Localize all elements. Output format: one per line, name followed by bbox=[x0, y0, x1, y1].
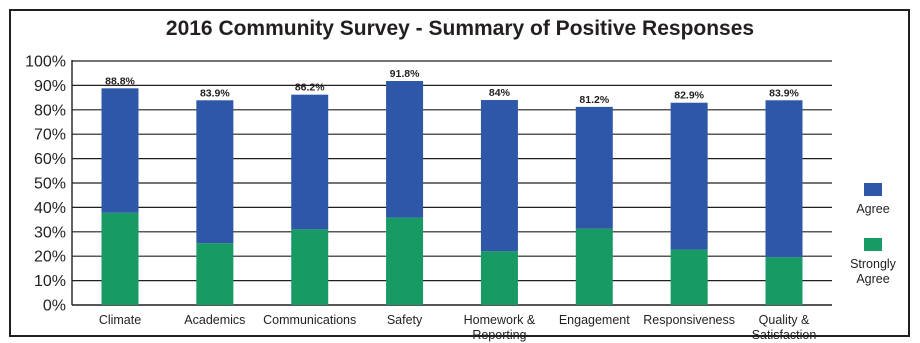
bar-total-label: 81.2% bbox=[579, 94, 609, 106]
x-tick-label: Homework & bbox=[464, 313, 536, 327]
bar-agree bbox=[670, 102, 708, 250]
x-tick-label: Engagement bbox=[559, 313, 630, 327]
bar-strongly-agree bbox=[291, 229, 329, 305]
chart-title: 2016 Community Survey - Summary of Posit… bbox=[165, 17, 755, 40]
bar-total-label: 86.2% bbox=[295, 82, 325, 94]
y-tick-label: 10% bbox=[34, 273, 66, 290]
y-tick-label: 30% bbox=[34, 224, 66, 241]
legend-label: Agree bbox=[856, 202, 889, 216]
x-tick-label: Academics bbox=[184, 313, 245, 327]
bar-agree bbox=[196, 100, 234, 244]
bar-strongly-agree bbox=[480, 251, 518, 305]
x-tick-label: Communications bbox=[263, 313, 356, 327]
legend-label: Agree bbox=[856, 272, 889, 286]
bar-total-label: 83.9% bbox=[769, 87, 799, 99]
bar-total-label: 88.8% bbox=[105, 75, 135, 87]
y-tick-label: 50% bbox=[34, 176, 66, 193]
x-tick-label: Climate bbox=[99, 313, 141, 327]
x-tick-label: Quality & bbox=[759, 313, 810, 327]
legend-swatch bbox=[864, 183, 882, 196]
x-tick-label: Responsiveness bbox=[643, 313, 735, 327]
bar-agree bbox=[386, 81, 424, 218]
bar-strongly-agree bbox=[101, 212, 139, 305]
x-tick-label: Safety bbox=[387, 313, 423, 327]
y-tick-label: 40% bbox=[34, 200, 66, 217]
chart-frame bbox=[9, 9, 910, 337]
y-tick-label: 90% bbox=[34, 78, 66, 95]
bar-total-label: 82.9% bbox=[674, 90, 704, 102]
bar-strongly-agree bbox=[575, 228, 613, 305]
bar-agree bbox=[101, 88, 139, 213]
bar-strongly-agree bbox=[196, 243, 234, 305]
y-tick-label: 70% bbox=[34, 127, 66, 144]
y-tick-label: 20% bbox=[34, 249, 66, 266]
bar-strongly-agree bbox=[670, 249, 708, 305]
y-tick-label: 100% bbox=[25, 54, 66, 71]
x-tick-label: Reporting bbox=[472, 328, 526, 342]
bar-strongly-agree bbox=[765, 257, 803, 305]
bar-total-label: 91.8% bbox=[390, 68, 420, 80]
legend-swatch bbox=[864, 238, 882, 251]
bar-agree bbox=[765, 100, 803, 258]
bar-strongly-agree bbox=[386, 217, 424, 305]
bar-total-label: 83.9% bbox=[200, 87, 230, 99]
bar-agree bbox=[480, 100, 518, 252]
y-tick-label: 0% bbox=[43, 298, 66, 315]
bar-total-label: 84% bbox=[489, 87, 511, 99]
x-tick-label: Satisfaction bbox=[752, 328, 817, 342]
legend-label: Strongly bbox=[850, 257, 897, 271]
y-tick-label: 60% bbox=[34, 151, 66, 168]
y-tick-label: 80% bbox=[34, 102, 66, 119]
bar-agree bbox=[291, 94, 329, 230]
bar-agree bbox=[575, 106, 613, 229]
